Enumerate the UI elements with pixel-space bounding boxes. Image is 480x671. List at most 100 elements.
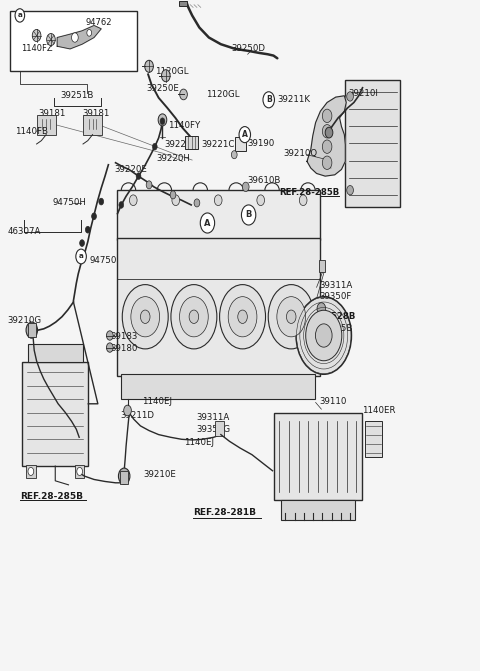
Circle shape xyxy=(238,310,247,323)
Circle shape xyxy=(296,297,351,374)
Text: 1120GL: 1120GL xyxy=(206,90,240,99)
Circle shape xyxy=(99,198,104,205)
Circle shape xyxy=(172,195,180,205)
Text: 94750: 94750 xyxy=(89,256,117,265)
Circle shape xyxy=(325,127,333,138)
Circle shape xyxy=(242,182,249,191)
Circle shape xyxy=(171,285,217,349)
Bar xyxy=(22,362,88,466)
Text: 39350G: 39350G xyxy=(196,425,230,433)
Circle shape xyxy=(153,144,157,150)
Circle shape xyxy=(215,195,222,205)
Circle shape xyxy=(72,33,78,42)
Text: 28528B: 28528B xyxy=(319,312,355,321)
Text: A: A xyxy=(204,219,211,227)
Circle shape xyxy=(268,285,314,349)
Text: 1120GL: 1120GL xyxy=(155,66,188,76)
Circle shape xyxy=(87,30,92,36)
Text: 39610B: 39610B xyxy=(247,176,280,185)
Text: 39210I: 39210I xyxy=(348,89,378,97)
Circle shape xyxy=(92,213,96,219)
Circle shape xyxy=(76,249,86,264)
Circle shape xyxy=(170,191,176,199)
Text: REF.28-285B: REF.28-285B xyxy=(279,188,339,197)
Text: REF.28-281B: REF.28-281B xyxy=(193,509,256,517)
Circle shape xyxy=(32,30,41,42)
Circle shape xyxy=(277,297,306,337)
Circle shape xyxy=(231,151,237,159)
Bar xyxy=(185,136,198,150)
Circle shape xyxy=(189,310,199,323)
Circle shape xyxy=(28,468,34,476)
Text: 39211D: 39211D xyxy=(120,411,155,420)
Bar xyxy=(117,238,320,376)
Text: 39311A: 39311A xyxy=(196,413,229,421)
Text: 39250E: 39250E xyxy=(147,84,180,93)
Circle shape xyxy=(194,199,200,207)
Circle shape xyxy=(26,322,37,338)
Circle shape xyxy=(124,405,132,416)
Circle shape xyxy=(315,324,332,347)
Circle shape xyxy=(107,331,113,340)
Text: a: a xyxy=(17,13,22,18)
Text: 39180: 39180 xyxy=(111,344,138,354)
Circle shape xyxy=(180,297,208,337)
Text: A: A xyxy=(242,130,248,139)
Text: 39181: 39181 xyxy=(83,109,110,117)
Text: 39250D: 39250D xyxy=(231,44,265,54)
Circle shape xyxy=(15,9,24,22)
Text: 1140ER: 1140ER xyxy=(362,406,396,415)
Text: 39181: 39181 xyxy=(39,109,66,117)
Circle shape xyxy=(287,310,296,323)
Bar xyxy=(215,421,224,436)
Bar xyxy=(235,137,246,152)
Bar xyxy=(179,1,187,6)
Bar xyxy=(117,190,320,240)
Text: 39211K: 39211K xyxy=(277,95,311,104)
Circle shape xyxy=(160,118,165,125)
Bar xyxy=(28,344,83,362)
Circle shape xyxy=(263,92,275,108)
Text: 94750H: 94750H xyxy=(52,199,86,207)
Bar xyxy=(319,260,324,272)
Text: B: B xyxy=(245,211,252,219)
Text: 39183: 39183 xyxy=(111,332,138,342)
Circle shape xyxy=(317,303,325,315)
Polygon shape xyxy=(57,25,101,49)
Bar xyxy=(120,471,128,484)
Circle shape xyxy=(306,310,342,361)
Circle shape xyxy=(146,180,152,189)
Text: 39221C: 39221C xyxy=(202,140,235,149)
Circle shape xyxy=(158,114,167,126)
Text: 1140EJ: 1140EJ xyxy=(142,397,172,406)
Bar xyxy=(28,323,36,337)
Text: 39210G: 39210G xyxy=(8,316,42,325)
Circle shape xyxy=(228,297,257,337)
Bar xyxy=(26,465,36,478)
Circle shape xyxy=(80,240,84,246)
Text: 39220E: 39220E xyxy=(115,165,147,174)
Circle shape xyxy=(347,92,353,101)
Text: 1140FZ: 1140FZ xyxy=(21,44,52,54)
Circle shape xyxy=(347,185,353,195)
Text: 39190: 39190 xyxy=(247,140,275,148)
Circle shape xyxy=(136,173,141,179)
Circle shape xyxy=(77,468,83,476)
Circle shape xyxy=(85,226,90,233)
Circle shape xyxy=(122,285,168,349)
Circle shape xyxy=(130,195,137,205)
Polygon shape xyxy=(307,96,346,176)
Circle shape xyxy=(180,89,187,100)
Circle shape xyxy=(119,468,130,484)
Bar xyxy=(10,11,137,71)
Circle shape xyxy=(300,195,307,205)
Circle shape xyxy=(257,195,264,205)
Circle shape xyxy=(119,201,124,208)
Circle shape xyxy=(107,343,113,352)
Bar xyxy=(83,115,102,135)
Circle shape xyxy=(145,60,154,72)
Circle shape xyxy=(200,213,215,233)
Circle shape xyxy=(219,285,265,349)
Bar xyxy=(365,421,382,458)
Circle shape xyxy=(131,297,159,337)
